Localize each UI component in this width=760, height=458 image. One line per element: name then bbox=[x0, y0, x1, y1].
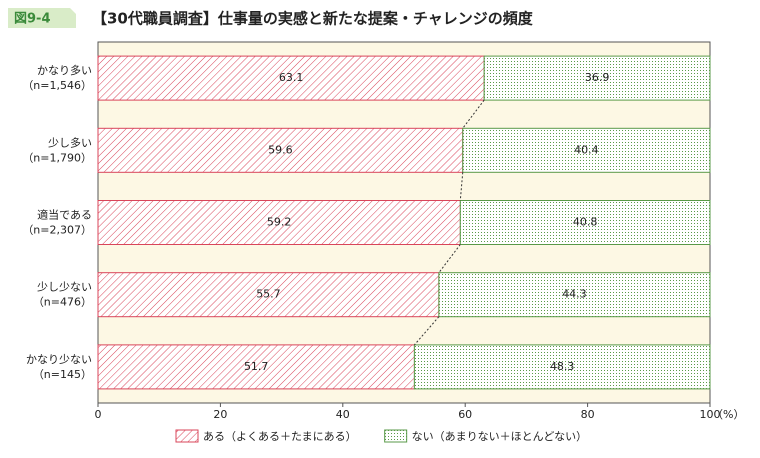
connector-line bbox=[462, 99, 485, 129]
category-label: 適当である bbox=[37, 208, 92, 222]
connector-line bbox=[438, 244, 461, 274]
bar-segment bbox=[462, 127, 711, 173]
value-label: 40.8 bbox=[573, 216, 598, 229]
value-label: 48.3 bbox=[550, 360, 575, 373]
bar-segment bbox=[438, 272, 711, 318]
bar-segment bbox=[459, 200, 711, 245]
connector-line bbox=[459, 172, 464, 201]
value-label: 63.1 bbox=[279, 71, 304, 84]
bar-segment bbox=[97, 55, 485, 101]
category-label: 少し多い bbox=[48, 135, 92, 149]
legend-label: ない（あまりない＋ほとんどない） bbox=[412, 430, 587, 443]
bar-segment bbox=[483, 55, 711, 101]
chart-title: 【30代職員調査】仕事量の実感と新たな提案・チャレンジの頻度 bbox=[92, 10, 534, 28]
sample-size: （n=1,546） bbox=[22, 79, 92, 92]
value-label: 44.3 bbox=[562, 288, 587, 301]
x-tick-label: 80 bbox=[581, 408, 595, 421]
category-label: 少し少ない bbox=[37, 281, 92, 294]
category-label: かなり少ない bbox=[26, 353, 92, 366]
value-label: 59.6 bbox=[268, 143, 293, 156]
value-label: 55.7 bbox=[256, 288, 281, 301]
sample-size: （n=145） bbox=[33, 368, 92, 381]
value-label: 40.4 bbox=[574, 143, 599, 156]
figure-label-box bbox=[8, 8, 76, 28]
value-label: 51.7 bbox=[244, 360, 269, 373]
bar-segment bbox=[413, 344, 711, 390]
bar-segment bbox=[97, 127, 464, 173]
value-label: 36.9 bbox=[585, 71, 610, 84]
bar-segment bbox=[97, 272, 440, 318]
x-tick-label: 60 bbox=[458, 408, 472, 421]
x-tick-label: 20 bbox=[213, 408, 227, 421]
sample-size: （n=1,790） bbox=[22, 151, 92, 164]
x-unit: （%） bbox=[712, 408, 744, 421]
x-tick-label: 100 bbox=[700, 408, 721, 421]
bar-segment bbox=[97, 200, 461, 245]
x-tick-label: 40 bbox=[336, 408, 350, 421]
category-label: かなり多い bbox=[37, 63, 92, 77]
sample-size: （n=476） bbox=[33, 296, 92, 309]
legend-label: ある（よくある＋たまにある） bbox=[203, 430, 357, 443]
bar-segment bbox=[97, 344, 415, 390]
value-label: 59.2 bbox=[267, 216, 292, 229]
figure-label: 図9-4 bbox=[14, 12, 51, 27]
sample-size: （n=2,307） bbox=[22, 224, 92, 237]
legend-swatch bbox=[384, 429, 408, 443]
legend-swatch bbox=[175, 429, 199, 443]
x-tick-label: 0 bbox=[95, 408, 102, 421]
